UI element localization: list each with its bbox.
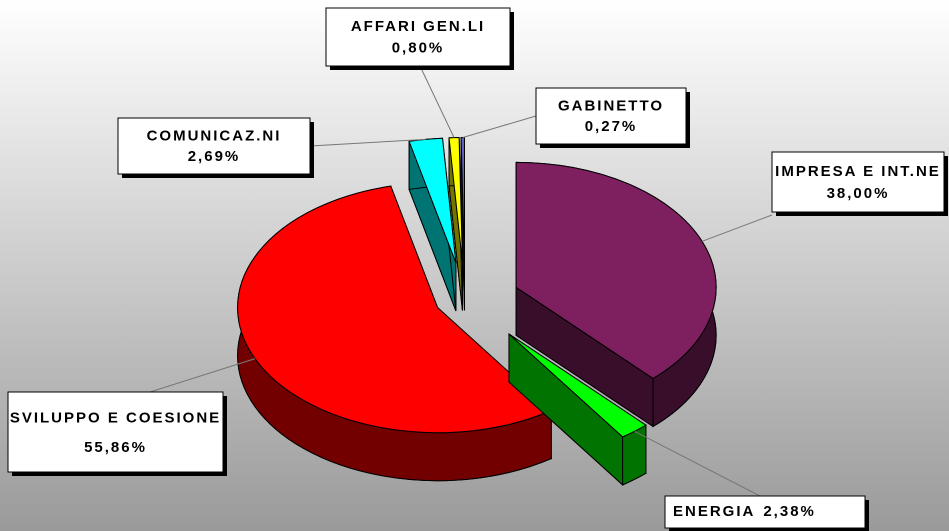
category-label: SVILUPPO E COESIONE: [10, 409, 221, 426]
leader-line: [701, 214, 773, 242]
leader-line: [149, 358, 256, 393]
leader-line: [462, 115, 537, 138]
value-label: 2,38%: [763, 503, 816, 520]
category-label: COMUNICAZ.NI: [147, 127, 282, 144]
label-box: [535, 87, 687, 145]
value-label: 38,00%: [827, 185, 890, 202]
label-box: [117, 117, 311, 175]
label-box: [7, 391, 224, 473]
pie-slice: [460, 137, 465, 311]
label-box: [771, 151, 945, 213]
value-label: 0,27%: [585, 118, 638, 135]
slice-top: [448, 137, 463, 263]
slice-top: [408, 137, 457, 264]
category-label: IMPRESA E INT.NE: [775, 163, 941, 180]
leader-line: [634, 430, 761, 497]
leader-line: [419, 65, 455, 138]
slice-top: [508, 333, 647, 438]
category-label: GABINETTO: [558, 97, 664, 114]
pie-slice: [237, 185, 553, 482]
category-label: AFFARI GEN.LI: [351, 18, 485, 35]
pie-slice: [408, 137, 457, 312]
slice-top: [515, 161, 717, 380]
value-label: 55,86%: [84, 439, 147, 456]
category-label: ENERGIA: [673, 503, 755, 520]
value-label: 2,69%: [188, 148, 241, 165]
leader-line: [309, 138, 426, 147]
pie-slice: [515, 161, 717, 428]
pie-slice: [448, 137, 463, 311]
label-box: [325, 7, 511, 67]
pie-slice: [508, 332, 647, 487]
value-label: 0,80%: [392, 40, 445, 57]
label-box: [664, 495, 866, 529]
